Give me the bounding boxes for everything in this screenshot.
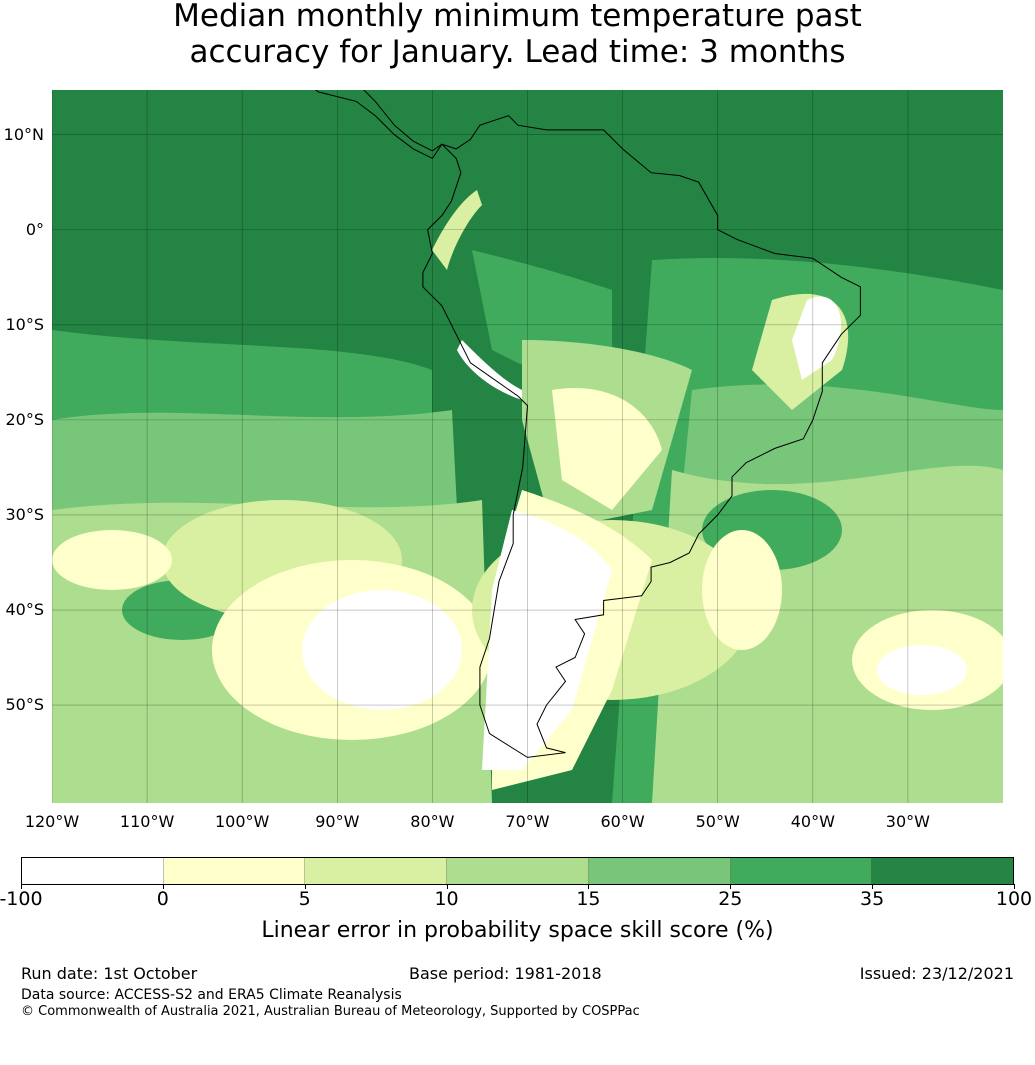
base-period: Base period: 1981-2018 xyxy=(409,964,602,983)
lat-tick-label: 10°S xyxy=(5,314,44,334)
skill-zones xyxy=(52,190,1003,803)
skill-score-map xyxy=(52,90,1003,803)
lon-tick-label: 100°W xyxy=(215,812,270,831)
lat-tick-label: 40°S xyxy=(5,600,44,619)
colorbar-tick-label: 10 xyxy=(434,888,459,910)
lon-tick-label: 90°W xyxy=(315,812,360,831)
data-source: Data source: ACCESS-S2 and ERA5 Climate … xyxy=(21,987,402,1003)
colorbar-tick-label: 0 xyxy=(156,888,169,910)
lon-tick-label: 120°W xyxy=(24,812,80,831)
colorbar-tick xyxy=(446,884,448,889)
run-date: Run date: 1st October xyxy=(21,964,198,983)
copyright: © Commonwealth of Australia 2021, Austra… xyxy=(21,1004,640,1019)
lat-tick-label: 50°S xyxy=(5,695,44,715)
colorbar xyxy=(21,857,1014,885)
colorbar-tick-label: 100 xyxy=(995,888,1033,910)
colorbar-tick xyxy=(588,884,590,889)
coastline xyxy=(314,90,861,758)
colorbar-tick xyxy=(1014,884,1015,889)
lat-tick-label: 0° xyxy=(25,219,44,239)
colorbar-segment xyxy=(872,858,1014,884)
lat-tick-label: 10°N xyxy=(3,124,44,144)
colorbar-tick xyxy=(162,884,164,889)
colorbar-segment xyxy=(588,858,731,884)
lat-tick-label: 30°S xyxy=(5,504,44,524)
lon-tick-label: 70°W xyxy=(505,812,550,831)
lon-tick-label: 60°W xyxy=(600,812,645,831)
colorbar-segment xyxy=(730,858,873,884)
colorbar-tick xyxy=(872,884,874,889)
lon-tick-label: 110°W xyxy=(119,812,175,831)
colorbar-tick xyxy=(730,884,732,889)
colorbar-tick-label: 25 xyxy=(718,888,743,910)
lon-tick-label: 40°W xyxy=(790,812,835,831)
colorbar-tick-label: 5 xyxy=(298,888,311,910)
colorbar-tick-label: -100 xyxy=(0,888,43,910)
title-line-2: accuracy for January. Lead time: 3 month… xyxy=(189,34,846,70)
lon-tick-label: 30°W xyxy=(885,812,930,831)
colorbar-segment xyxy=(163,858,306,884)
colorbar-tick-label: 15 xyxy=(576,888,601,910)
colorbar-label: Linear error in probability space skill … xyxy=(261,918,774,943)
colorbar-segment xyxy=(447,858,589,884)
issued-date: Issued: 23/12/2021 xyxy=(859,964,1014,983)
lat-tick-label: 20°S xyxy=(5,409,44,429)
lon-tick-label: 50°W xyxy=(695,812,740,831)
colorbar-tick xyxy=(304,884,306,889)
title-line-1: Median monthly minimum temperature past xyxy=(173,0,862,34)
graticule xyxy=(52,90,1003,803)
colorbar-segment xyxy=(305,858,448,884)
colorbar-tick xyxy=(21,884,22,889)
lon-tick-label: 80°W xyxy=(410,812,455,831)
colorbar-segment xyxy=(22,858,164,884)
colorbar-tick-label: 35 xyxy=(860,888,885,910)
